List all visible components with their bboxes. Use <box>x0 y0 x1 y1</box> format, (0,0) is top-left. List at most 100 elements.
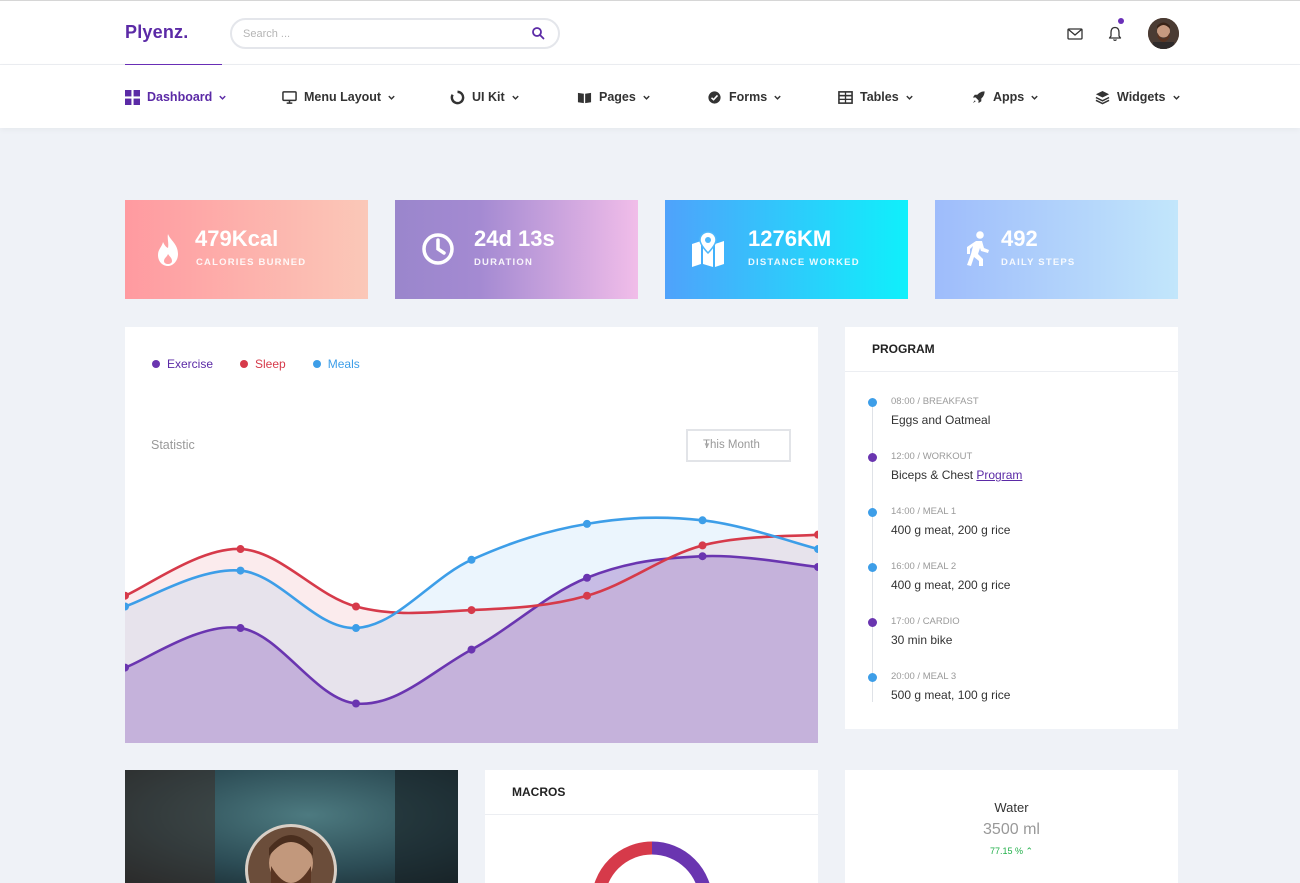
notification-badge <box>1118 18 1124 24</box>
macros-card <box>485 770 818 883</box>
chevron-down-icon <box>774 95 781 100</box>
data-point-sleep[interactable] <box>698 541 707 550</box>
nav-label: Tables <box>860 90 899 104</box>
series-area-sleep <box>125 534 818 743</box>
macros-title: MACROS <box>512 785 566 799</box>
data-point-sleep[interactable] <box>125 591 129 600</box>
legend-item-meals[interactable]: Meals <box>312 357 360 371</box>
nav-menu-layout[interactable]: Menu Layout <box>282 88 396 106</box>
stat-label: CALORIES BURNED <box>196 257 307 268</box>
timeline-dot <box>868 453 877 462</box>
data-point-sleep[interactable] <box>467 606 476 615</box>
data-point-meals[interactable] <box>125 602 129 611</box>
water-value: 3500 ml <box>983 821 1040 838</box>
timeline-dot <box>868 673 877 682</box>
data-point-meals[interactable] <box>814 545 818 554</box>
data-point-sleep[interactable] <box>583 591 591 600</box>
stat-value: 479Kcal <box>195 226 279 251</box>
profile-cover-image <box>125 770 458 883</box>
stat-value: 492 <box>1001 226 1038 251</box>
user-avatar[interactable] <box>1148 18 1179 49</box>
nav-apps[interactable]: Apps <box>971 88 1039 106</box>
circle-notch-icon <box>450 90 465 104</box>
nav-dashboard[interactable]: Dashboard <box>125 88 227 106</box>
nav-forms[interactable]: Forms <box>707 88 782 106</box>
legend-item-exercise[interactable]: Exercise <box>152 357 213 371</box>
data-point-exercise[interactable] <box>467 645 476 654</box>
data-point-meals[interactable] <box>698 516 707 525</box>
nav-label: Widgets <box>1117 90 1166 104</box>
data-point-exercise[interactable] <box>352 699 360 708</box>
legend-dot <box>240 360 249 368</box>
timeline-text: Biceps & Chest Program <box>891 468 1022 482</box>
program-title: PROGRAM <box>872 342 935 356</box>
timeline-dot <box>868 398 877 407</box>
statistic-chart <box>125 516 818 743</box>
data-point-exercise[interactable] <box>583 573 591 582</box>
data-point-exercise[interactable] <box>814 562 818 571</box>
nav-label: Dashboard <box>147 90 213 104</box>
timeline-text: 500 g meat, 100 g rice <box>891 688 1011 702</box>
search-input[interactable] <box>243 26 523 42</box>
data-point-meals[interactable] <box>583 519 591 528</box>
legend-dot <box>152 360 160 368</box>
nav-tables[interactable]: Tables <box>838 88 914 106</box>
table-icon <box>838 90 853 104</box>
water-change: 77.15 % ⌃ <box>845 846 1178 857</box>
timeline-dot <box>868 618 877 627</box>
chevron-down-icon <box>643 95 650 100</box>
top-bar: Plyenz. <box>0 0 1300 66</box>
flame-icon <box>158 234 178 266</box>
timeline-time: 20:00 / MEAL 3 <box>891 671 957 682</box>
program-link[interactable]: Program <box>976 468 1023 482</box>
nav-pages[interactable]: Pages <box>577 88 651 106</box>
chart-legend: Exercise Sleep Meals <box>152 357 387 371</box>
macros-donut-chart <box>594 841 710 883</box>
timeline-time: 12:00 / WORKOUT <box>891 451 973 462</box>
rocket-icon <box>972 90 985 103</box>
chevron-down-icon <box>1031 95 1038 100</box>
data-point-sleep[interactable] <box>814 530 818 539</box>
series-area-meals <box>125 517 818 743</box>
chevron-down-icon <box>1172 95 1180 100</box>
chevron-down-icon <box>388 95 395 100</box>
data-point-meals[interactable] <box>352 624 360 633</box>
nav-ui-kit[interactable]: UI Kit <box>450 88 520 106</box>
data-point-meals[interactable] <box>236 566 245 575</box>
stat-card-distance: 1276KM DISTANCE WORKED <box>665 200 908 299</box>
water-title: Water <box>994 800 1029 815</box>
divider <box>485 814 818 815</box>
bell-icon[interactable] <box>1106 25 1124 43</box>
stat-label: DURATION <box>474 257 534 268</box>
chevron-down-icon <box>511 95 519 100</box>
nav-label: Apps <box>993 90 1025 104</box>
period-select[interactable]: This Month ▼ <box>686 429 791 462</box>
data-point-exercise[interactable] <box>236 624 245 633</box>
mail-icon[interactable] <box>1066 25 1084 43</box>
nav-widgets[interactable]: Widgets <box>1095 88 1181 106</box>
layers-icon <box>1095 90 1110 104</box>
search-box[interactable] <box>230 18 560 49</box>
nav-label: UI Kit <box>472 90 505 104</box>
search-icon[interactable] <box>531 26 545 40</box>
chevron-down-icon <box>219 95 227 100</box>
stat-card-calories: 479Kcal CALORIES BURNED <box>125 200 368 299</box>
monitor-icon <box>282 90 297 104</box>
timeline-text: Eggs and Oatmeal <box>891 413 991 427</box>
period-select-value: This Month <box>703 439 760 451</box>
data-point-exercise[interactable] <box>698 552 707 561</box>
legend-item-sleep[interactable]: Sleep <box>240 357 286 371</box>
timeline-line <box>872 404 873 702</box>
timeline-time: 16:00 / MEAL 2 <box>891 561 957 572</box>
data-point-sleep[interactable] <box>236 545 245 554</box>
book-icon <box>577 92 592 103</box>
legend-dot <box>312 360 321 368</box>
app-logo[interactable]: Plyenz. <box>125 22 189 42</box>
arrow-up-icon: ⌃ <box>1025 846 1034 856</box>
data-point-sleep[interactable] <box>352 602 360 611</box>
timeline-text: 30 min bike <box>891 633 953 647</box>
data-point-exercise[interactable] <box>125 663 129 672</box>
profile-photo-card <box>125 770 458 883</box>
data-point-meals[interactable] <box>467 555 476 564</box>
legend-label: Sleep <box>255 357 286 371</box>
